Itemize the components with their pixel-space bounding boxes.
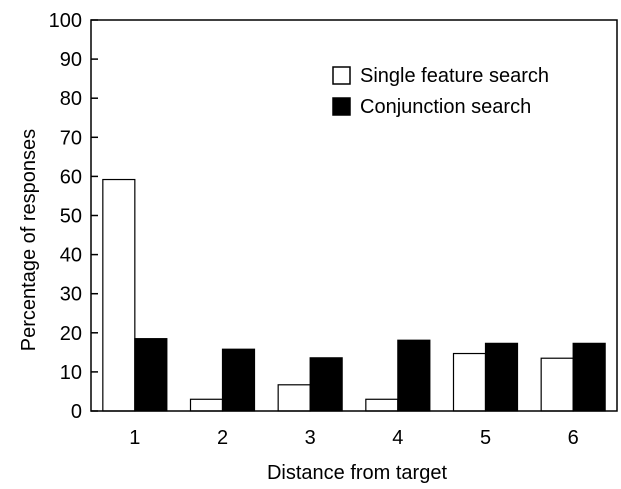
legend-swatch-single-feature bbox=[332, 66, 351, 85]
x-tick-label: 3 bbox=[305, 427, 316, 449]
bar-conjunction bbox=[221, 348, 256, 412]
x-tick-label: 1 bbox=[129, 427, 140, 449]
y-tick-label: 30 bbox=[60, 284, 82, 306]
plot-frame bbox=[90, 19, 618, 412]
bar-single-feature bbox=[452, 352, 487, 412]
y-tick-label: 60 bbox=[60, 166, 82, 188]
bar-conjunction bbox=[572, 342, 606, 412]
x-tick-label: 4 bbox=[392, 427, 403, 449]
y-tick-label: 40 bbox=[60, 245, 82, 267]
bar-conjunction bbox=[309, 357, 343, 412]
bar-conjunction bbox=[134, 338, 168, 412]
y-tick-label: 50 bbox=[60, 206, 82, 228]
y-axis-ticks: 0 10 20 30 40 50 60 70 80 90 100 bbox=[49, 10, 98, 423]
bar-single-feature bbox=[365, 398, 399, 412]
bar-conjunction bbox=[484, 342, 519, 412]
y-tick-label: 10 bbox=[60, 362, 82, 384]
bars-group bbox=[102, 178, 606, 412]
y-tick-label: 70 bbox=[60, 127, 82, 149]
bar-single-feature bbox=[102, 178, 136, 412]
y-tick-label: 0 bbox=[71, 401, 82, 423]
bar-single-feature bbox=[189, 398, 224, 412]
legend: Single feature search Conjunction search bbox=[332, 65, 549, 118]
x-axis-title: Distance from target bbox=[267, 462, 448, 484]
bar-single-feature bbox=[277, 384, 311, 412]
bar-conjunction bbox=[397, 339, 431, 412]
y-tick-label: 90 bbox=[60, 49, 82, 71]
y-tick-label: 20 bbox=[60, 323, 82, 345]
y-tick-label: 80 bbox=[60, 88, 82, 110]
x-tick-label: 2 bbox=[217, 427, 228, 449]
bar-single-feature bbox=[540, 357, 574, 412]
legend-swatch-conjunction bbox=[332, 97, 351, 116]
y-axis-title: Percentage of responses bbox=[18, 129, 40, 351]
x-tick-label: 5 bbox=[480, 427, 491, 449]
legend-label-single-feature: Single feature search bbox=[360, 65, 549, 87]
y-tick-label: 100 bbox=[49, 10, 82, 32]
x-tick-label: 6 bbox=[568, 427, 579, 449]
legend-label-conjunction: Conjunction search bbox=[360, 96, 531, 118]
